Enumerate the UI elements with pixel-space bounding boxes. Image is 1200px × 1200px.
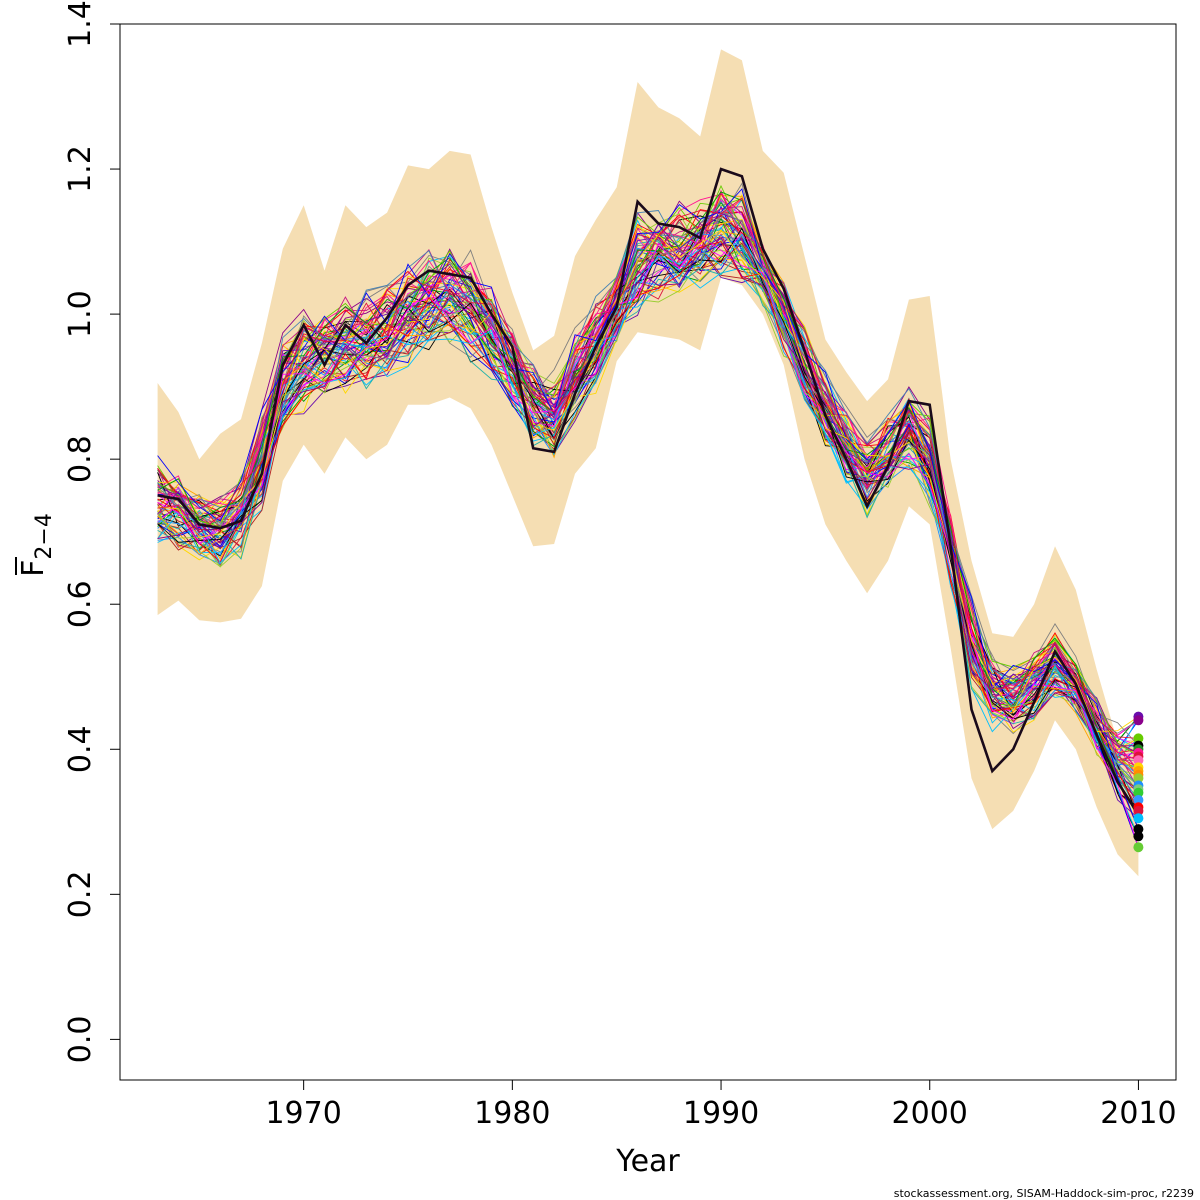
endpoint-markers <box>1133 711 1144 853</box>
endpoint-marker <box>1133 715 1144 726</box>
footer-credit: stockassessment.org, SISAM-Haddock-sim-p… <box>894 1187 1194 1200</box>
replicate-line <box>157 235 1139 848</box>
endpoint-marker <box>1133 805 1144 816</box>
estimate-series-group <box>157 167 1140 816</box>
endpoint-marker <box>1133 813 1144 824</box>
confidence-band-area <box>157 49 1139 877</box>
x-tick-label: 1980 <box>474 1096 550 1131</box>
y-axis: 0.0 0.2 0.4 0.6 0.8 1.0 1.2 1.4 <box>63 0 121 1064</box>
replicate-line <box>157 236 1139 747</box>
replicate-line <box>157 211 1139 734</box>
y-tick-label: 0.0 <box>63 1016 98 1064</box>
x-tick-label: 2010 <box>1100 1096 1176 1131</box>
x-tick-label: 2000 <box>892 1096 968 1131</box>
endpoint-marker <box>1133 755 1144 766</box>
y-axis-title: F2−4 <box>16 513 57 577</box>
endpoint-marker <box>1133 824 1144 835</box>
y-axis-title-main: F <box>16 560 51 577</box>
y-tick-label: 0.4 <box>63 725 98 773</box>
y-tick-label: 1.2 <box>63 145 98 193</box>
replicate-line <box>157 256 1139 757</box>
replicate-series-group <box>157 182 1139 848</box>
replicate-line <box>157 197 1139 739</box>
replicate-line <box>157 191 1139 819</box>
y-tick-label: 0.8 <box>63 435 98 483</box>
replicate-line <box>157 248 1139 801</box>
endpoint-marker <box>1133 733 1144 744</box>
endpoint-marker <box>1133 831 1144 842</box>
endpoint-marker <box>1133 773 1144 784</box>
estimate-line <box>157 167 1140 816</box>
endpoint-marker <box>1133 842 1144 853</box>
y-tick-label: 0.6 <box>63 580 98 628</box>
x-axis: 1970 1980 1990 2000 2010 <box>265 1079 1177 1131</box>
replicate-line <box>157 188 1139 830</box>
x-tick-label: 1990 <box>683 1096 759 1131</box>
y-tick-label: 1.0 <box>63 290 98 338</box>
y-tick-label: 0.2 <box>63 870 98 918</box>
replicate-line <box>157 184 1139 757</box>
replicate-line <box>157 227 1139 808</box>
replicate-line <box>157 229 1139 733</box>
endpoint-marker <box>1133 795 1144 805</box>
y-axis-title-subscript: 2−4 <box>32 513 57 559</box>
replicate-line <box>157 239 1139 786</box>
y-axis-title-group: F2−4 <box>15 513 57 577</box>
confidence-band <box>157 49 1139 877</box>
endpoint-marker <box>1133 787 1144 798</box>
replicate-line <box>157 248 1139 819</box>
replicate-line <box>157 218 1139 794</box>
replicate-line <box>157 231 1139 772</box>
x-axis-title: Year <box>615 1144 680 1179</box>
x-tick-label: 1970 <box>265 1096 341 1131</box>
replicate-line <box>157 214 1139 830</box>
y-tick-label: 1.4 <box>63 0 98 48</box>
